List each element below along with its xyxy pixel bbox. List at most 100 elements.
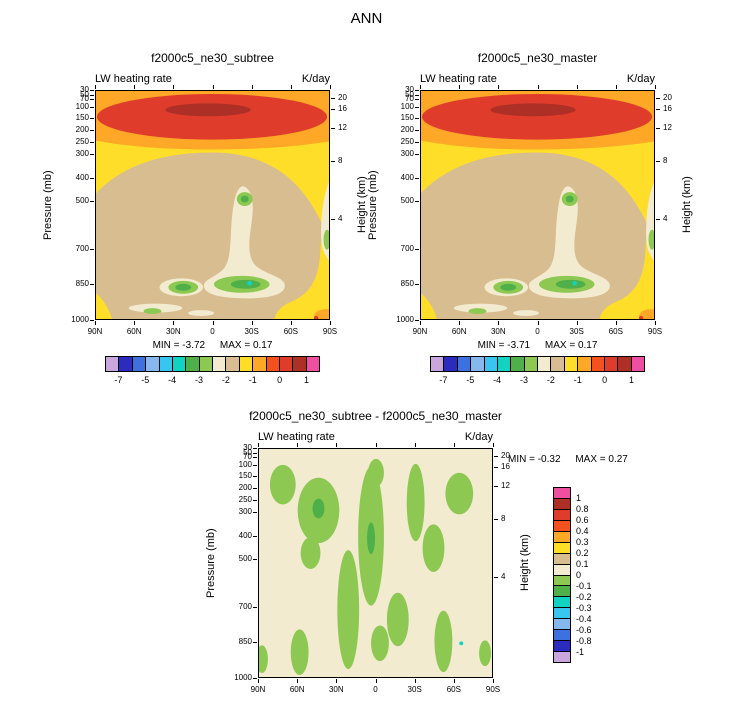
colorbar-tick-label: -4 (168, 375, 177, 385)
pressure-tick-label: 100 (400, 101, 414, 111)
axis-tick (331, 97, 335, 99)
colorbar-vertical-labels: 1 0.8 0.6 0.4 0.3 0.2 0.1 0 -0.1 -0.2 -0.3 -0.4 -0.6… (576, 487, 610, 663)
colorbar-tick-label: -0.2 (576, 592, 592, 602)
colorbar-cell (292, 356, 307, 372)
axis-tick (90, 90, 94, 91)
pressure-tick-label: 700 (75, 243, 89, 253)
axis-tick (415, 177, 419, 179)
axis-tick (90, 154, 94, 156)
colorbar-cell (590, 356, 605, 372)
axis-tick (253, 476, 257, 478)
colorbar-tick-label: 0.4 (576, 526, 589, 536)
latitude-tick-label: 0 (373, 685, 378, 694)
pressure-tick-label: 400 (75, 172, 89, 182)
colorbar-cell (265, 356, 280, 372)
latitude-tick-labels: 90N 60N 30N 0 30S 60S 90S (251, 685, 500, 697)
height-tick-label: 20 (501, 450, 510, 460)
colorbar-tick-label: -4 (493, 375, 502, 385)
axis-tick (615, 321, 617, 325)
latitude-tick-labels: 90N 60N 30N 0 30S 60S 90S (88, 327, 337, 339)
latitude-tick-label: 90N (250, 685, 266, 694)
axis-tick (90, 284, 94, 286)
pressure-tick-label: 500 (400, 196, 414, 206)
pressure-tick-label: 500 (75, 196, 89, 206)
latitude-tick-label: 60N (126, 327, 142, 336)
axis-tick (576, 321, 578, 325)
colorbar-horizontal (105, 356, 320, 372)
latitude-tick-label: 60N (289, 685, 305, 694)
height-tick-label: 4 (501, 571, 506, 581)
axis-tick (415, 154, 419, 156)
latitude-tick-label: 30S (244, 327, 259, 336)
axis-tick (655, 321, 656, 325)
axis-tick (253, 606, 257, 608)
axis-tick (297, 679, 299, 683)
min-stat: MIN = -0.32 (508, 454, 561, 465)
colorbar-cell (225, 356, 240, 372)
colorbar-tick-label: -3 (195, 375, 204, 385)
axis-tick (173, 85, 175, 89)
axis-tick (297, 443, 299, 447)
colorbar-tick-label: -0.4 (576, 614, 592, 624)
colorbar-tick-label: 0.6 (576, 515, 589, 525)
pressure-tick-label: 300 (75, 149, 89, 159)
colorbar-cell (430, 356, 445, 372)
units-label: K/day (626, 73, 655, 85)
latitude-tick-label: 30N (165, 327, 181, 336)
axis-tick (415, 130, 419, 132)
axis-tick (375, 679, 377, 683)
axis-tick (420, 85, 421, 89)
colorbar-cell (617, 356, 632, 372)
colorbar-cell (483, 356, 498, 372)
colorbar-tick-label: -0.1 (576, 581, 592, 591)
axis-tick (134, 321, 136, 325)
axis-tick (331, 108, 335, 110)
colorbar-tick-label: 1 (304, 375, 310, 385)
colorbar-tick-label: 1 (629, 375, 635, 385)
colorbar-tick-label: 0 (277, 375, 283, 385)
height-tick-label: 12 (338, 122, 347, 132)
pressure-tick-label: 100 (75, 101, 89, 111)
height-tick-labels: 20 16 12 8 4 (501, 448, 527, 678)
axis-tick (253, 457, 257, 459)
contour-plot-master (420, 90, 655, 320)
colorbar-tick-label: -3 (520, 375, 529, 385)
axis-tick (375, 443, 377, 447)
max-stat: MAX = 0.27 (575, 454, 628, 465)
latitude-tick-label: 0 (210, 327, 215, 336)
axis-tick (415, 201, 419, 203)
units-label: K/day (301, 73, 330, 85)
height-tick-labels: 20 16 12 8 4 (663, 90, 689, 320)
colorbar-cell (496, 356, 512, 372)
axis-tick (494, 485, 498, 487)
colorbar-cell (278, 356, 294, 372)
axis-tick (615, 85, 617, 89)
pressure-tick-label: 30 (243, 443, 252, 452)
axis-tick (656, 127, 660, 129)
colorbar-cell (630, 356, 645, 372)
axis-tick (453, 679, 455, 683)
axis-tick (253, 488, 257, 490)
min-max-stats: MIN = -3.71 MAX = 0.17 (420, 340, 655, 351)
panel-master: f2000c5_ne30_master LW heating rate K/da… (367, 51, 693, 385)
axis-tick (415, 90, 419, 91)
axis-tick (415, 142, 419, 144)
colorbar-cell (456, 356, 472, 372)
axis-tick (415, 248, 419, 250)
axis-tick (90, 201, 94, 203)
axis-tick (173, 321, 175, 325)
latitude-tick-label: 90N (412, 327, 428, 336)
pressure-tick-label: 200 (238, 483, 252, 493)
axis-tick (415, 106, 419, 108)
min-max-stats: MIN = -3.72 MAX = 0.17 (95, 340, 330, 351)
pressure-tick-label: 700 (400, 243, 414, 253)
colorbar-cell (131, 356, 147, 372)
axis-tick (494, 455, 498, 457)
pressure-tick-label: 850 (400, 279, 414, 289)
panel-title: f2000c5_ne30_master (477, 51, 598, 65)
height-tick-label: 16 (338, 103, 347, 113)
colorbar-vertical (553, 487, 571, 663)
contour-field-art (96, 91, 329, 319)
colorbar-tick-label: 1 (576, 493, 582, 503)
axis-tick (253, 678, 257, 679)
